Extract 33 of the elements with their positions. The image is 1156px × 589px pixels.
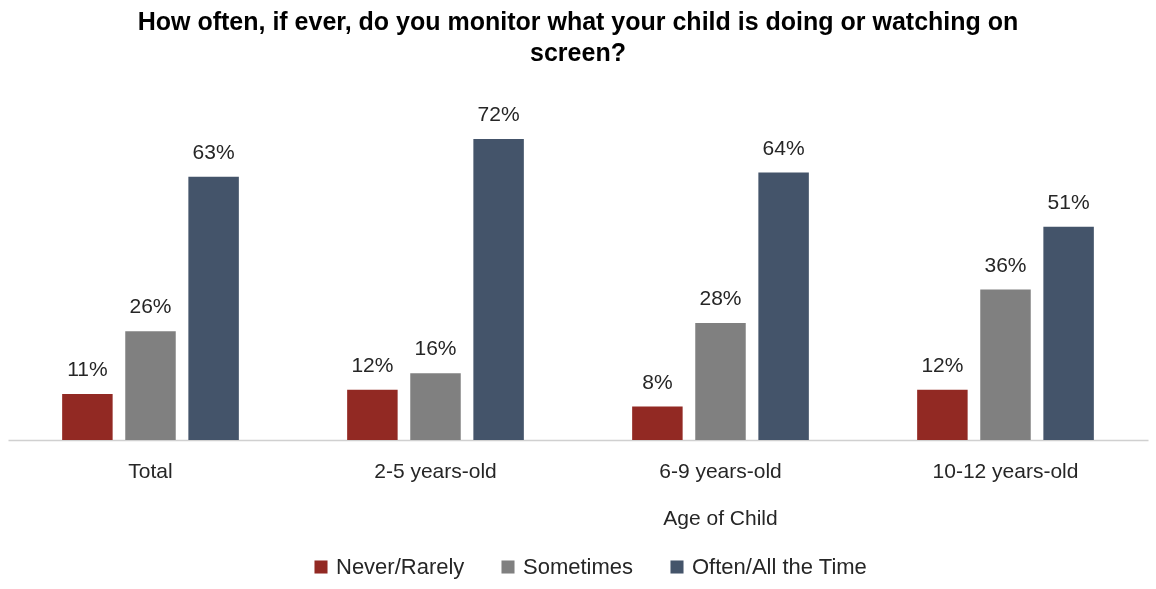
data-label: 11%	[67, 357, 108, 381]
data-label: 12%	[921, 352, 964, 376]
bar	[62, 394, 113, 440]
x-tick-label: Total	[128, 458, 173, 482]
legend-label: Sometimes	[523, 554, 634, 579]
bar	[410, 373, 461, 440]
chart-title: How often, if ever, do you monitor what your child is doing or watching on screen?	[137, 7, 1019, 66]
bar	[917, 389, 968, 440]
x-tick-label: 6-9 years-old	[659, 458, 782, 482]
data-label: 63%	[192, 139, 235, 163]
legend-label: Often/All the Time	[692, 554, 867, 579]
bar	[1043, 226, 1094, 440]
bar	[347, 389, 398, 440]
data-label: 28%	[699, 285, 742, 309]
data-label: 51%	[1047, 189, 1090, 213]
x-tick-label: 2-5 years-old	[374, 458, 497, 482]
bar	[758, 172, 809, 440]
data-label: 64%	[762, 135, 805, 159]
data-label: 12%	[351, 352, 394, 376]
x-tick-label: 10-12 years-old	[932, 458, 1079, 482]
text: Age of Child	[663, 506, 778, 529]
data-label: 26%	[129, 294, 172, 318]
bar	[473, 139, 524, 440]
bar	[980, 289, 1031, 440]
data-label: 8%	[642, 369, 673, 393]
data-label: 72%	[477, 102, 520, 126]
bar	[695, 322, 746, 440]
bar	[632, 406, 683, 440]
data-label: 16%	[414, 336, 457, 360]
data-label: 36%	[984, 252, 1027, 276]
bar	[125, 331, 176, 440]
bar	[188, 176, 239, 440]
legend-label: Never/Rarely	[336, 554, 465, 579]
